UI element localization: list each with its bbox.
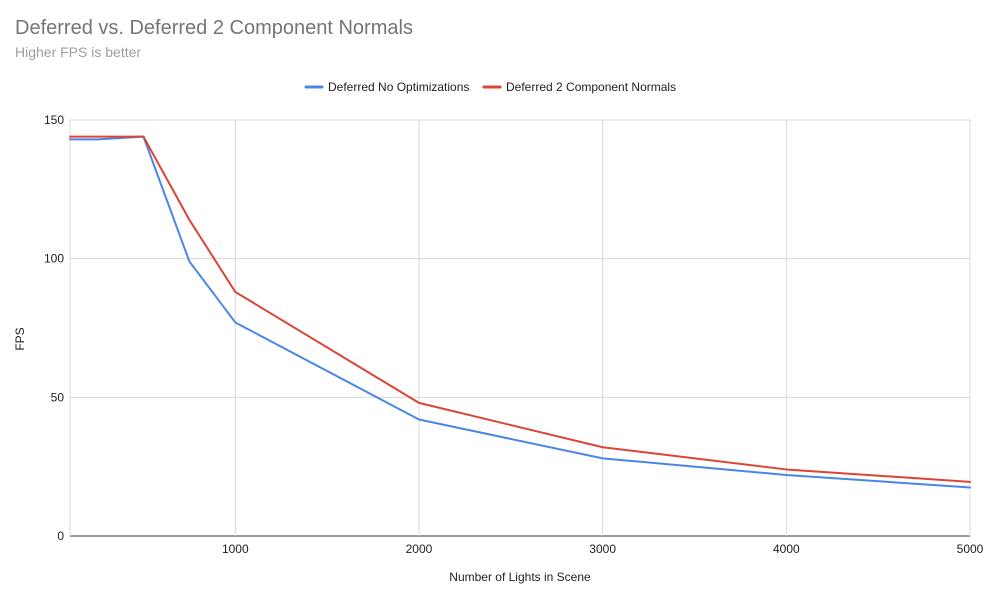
x-axis-label: Number of Lights in Scene [449, 570, 591, 584]
y-tick-label: 100 [44, 252, 64, 266]
legend-label-series-1: Deferred No Optimizations [328, 80, 469, 94]
series-line-1 [69, 135, 971, 489]
series-line-2 [69, 135, 971, 483]
axes: 0 50 100 150 1000 2000 3000 4000 5000 [44, 113, 984, 556]
chart-title: Deferred vs. Deferred 2 Component Normal… [15, 17, 413, 39]
x-tick-label: 3000 [589, 542, 616, 556]
x-tick-label: 5000 [957, 542, 984, 556]
x-tick-label: 4000 [773, 542, 800, 556]
y-axis-label: FPS [13, 327, 27, 350]
legend: Deferred No Optimizations Deferred 2 Com… [304, 80, 676, 94]
grid [69, 119, 971, 537]
x-tick-label: 2000 [406, 542, 433, 556]
series-layer [69, 135, 971, 489]
x-tick-label: 1000 [222, 542, 249, 556]
y-tick-label: 0 [57, 529, 64, 543]
y-tick-label: 150 [44, 113, 64, 127]
chart-subtitle: Higher FPS is better [15, 44, 141, 60]
y-tick-label: 50 [51, 390, 65, 404]
legend-label-series-2: Deferred 2 Component Normals [506, 80, 676, 94]
